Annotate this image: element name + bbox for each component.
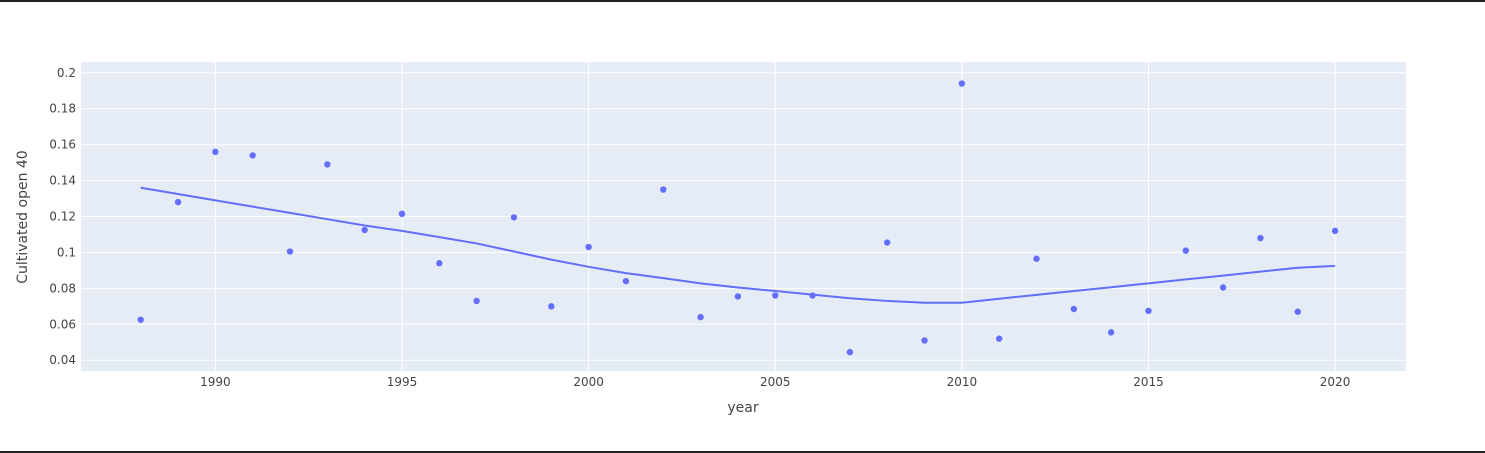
scatter-point [734,293,742,300]
scatter-point [772,292,779,299]
scatter-point [249,152,256,159]
y-tick-label: 0.08 [49,281,76,295]
scatter-point [548,303,555,310]
y-axis-title: Cultivated open 40 [15,150,31,283]
scatter-point [1331,227,1339,235]
scatter-point [1294,308,1301,315]
trend-line [140,186,1336,304]
x-tick-labels: 1990 1995 2000 2005 2010 2015 2020 [200,375,1350,389]
scatter-point [137,316,144,323]
x-tick-label: 2005 [760,375,791,389]
y-tick-label: 0.1 [57,245,76,259]
top-border [0,0,1485,2]
y-tick-label: 0.06 [49,317,76,331]
x-tick-label: 2015 [1133,375,1164,389]
scatter-point [921,337,928,344]
scatter-point [1070,305,1078,313]
y-tick-label: 0.2 [57,66,76,80]
x-axis-title: year [727,400,758,416]
y-tick-label: 0.12 [49,210,76,224]
scatter-point [174,198,182,206]
scatter-point [324,161,331,168]
scatter-point [1107,329,1115,336]
x-tick-label: 1995 [387,375,418,389]
scatter-point [958,80,966,87]
scatter-point [1145,307,1152,315]
scatter-point [660,186,667,193]
y-tick-label: 0.18 [49,102,76,116]
scatter-point [697,313,704,321]
scatter-point [809,292,816,299]
x-tick-label: 2020 [1320,375,1351,389]
scatter-point [995,335,1003,342]
scatter-points-layer [137,80,1339,356]
scatter-point [436,260,443,267]
y-tick-label: 0.16 [49,138,76,152]
scatter-point [846,348,854,356]
scatter-point [1182,247,1189,254]
bottom-border [0,451,1485,453]
trend-line-layer [140,186,1336,304]
scatter-point [1033,255,1040,262]
x-tick-label: 1990 [200,375,231,389]
y-tick-label: 0.14 [49,174,76,188]
scatter-point [473,297,480,305]
scatter-point [212,148,219,156]
y-tick-labels: 0.04 0.06 0.08 0.1 0.12 0.14 0.16 0.18 0.2 [49,66,76,367]
scatter-point [1257,234,1264,242]
y-tick-label: 0.04 [49,353,76,367]
scatter-point [622,277,630,285]
scatter-point [361,226,368,234]
scatter-point [286,248,294,255]
x-gridlines [214,62,1336,371]
x-tick-label: 2010 [947,375,978,389]
scatter-point [398,210,406,218]
scatter-point [585,243,592,251]
scatter-point [883,239,891,246]
scatter-point [1219,284,1227,291]
x-tick-label: 2000 [573,375,604,389]
scatter-point [510,214,518,221]
